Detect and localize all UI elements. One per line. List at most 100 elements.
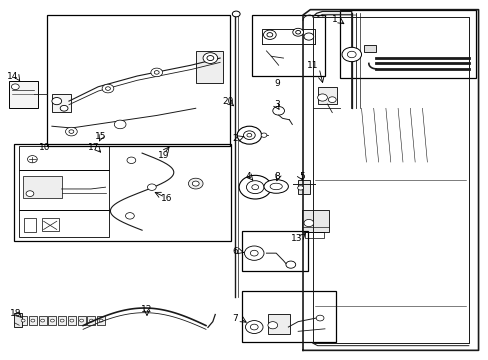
Circle shape bbox=[114, 120, 126, 129]
Circle shape bbox=[89, 319, 93, 322]
Text: 10: 10 bbox=[39, 143, 50, 152]
Bar bbox=[317, 87, 336, 104]
Circle shape bbox=[127, 157, 136, 163]
Ellipse shape bbox=[264, 180, 288, 193]
Circle shape bbox=[11, 84, 19, 90]
Bar bbox=[302, 211, 328, 232]
Circle shape bbox=[239, 175, 271, 199]
Text: 13: 13 bbox=[291, 234, 302, 243]
Circle shape bbox=[304, 220, 313, 226]
Bar bbox=[242, 291, 335, 342]
Circle shape bbox=[192, 181, 199, 186]
Circle shape bbox=[69, 130, 74, 134]
Circle shape bbox=[251, 185, 258, 190]
Text: 17: 17 bbox=[87, 143, 99, 152]
Circle shape bbox=[60, 105, 68, 111]
Circle shape bbox=[295, 31, 300, 34]
Bar bbox=[42, 219, 59, 231]
Circle shape bbox=[266, 33, 272, 37]
Circle shape bbox=[261, 133, 266, 137]
Circle shape bbox=[125, 213, 134, 219]
Bar bbox=[305, 231, 324, 238]
Circle shape bbox=[316, 315, 324, 321]
Circle shape bbox=[102, 84, 114, 93]
Text: 4: 4 bbox=[245, 172, 251, 181]
Circle shape bbox=[41, 319, 44, 322]
Circle shape bbox=[246, 181, 264, 194]
Bar bbox=[68, 316, 76, 325]
Bar bbox=[58, 316, 66, 325]
Circle shape bbox=[151, 68, 162, 77]
Text: 8: 8 bbox=[274, 172, 280, 181]
Bar bbox=[242, 231, 307, 271]
Text: 5: 5 bbox=[299, 172, 305, 181]
Text: 3: 3 bbox=[274, 100, 280, 109]
Text: 9: 9 bbox=[274, 80, 280, 89]
Text: 7: 7 bbox=[232, 314, 238, 323]
Bar bbox=[48, 316, 56, 325]
Text: 18: 18 bbox=[9, 309, 21, 318]
Circle shape bbox=[154, 71, 159, 74]
Bar bbox=[195, 51, 222, 83]
Circle shape bbox=[304, 33, 313, 40]
Circle shape bbox=[232, 11, 240, 17]
Bar bbox=[24, 218, 36, 232]
Circle shape bbox=[250, 250, 258, 256]
Circle shape bbox=[246, 134, 251, 137]
Circle shape bbox=[244, 246, 264, 260]
Text: 15: 15 bbox=[95, 132, 106, 141]
Bar bbox=[363, 45, 375, 51]
Text: 11: 11 bbox=[306, 62, 318, 71]
Circle shape bbox=[267, 321, 277, 329]
Circle shape bbox=[60, 319, 64, 322]
Bar bbox=[19, 170, 109, 211]
Circle shape bbox=[317, 94, 327, 101]
Circle shape bbox=[188, 178, 203, 189]
Bar bbox=[298, 180, 310, 194]
Text: 16: 16 bbox=[161, 194, 172, 203]
Circle shape bbox=[346, 51, 355, 58]
Bar bbox=[22, 176, 61, 198]
Text: 14: 14 bbox=[7, 72, 19, 81]
Bar bbox=[19, 211, 109, 237]
Circle shape bbox=[292, 28, 303, 36]
Ellipse shape bbox=[269, 183, 282, 190]
Bar bbox=[267, 315, 289, 334]
Circle shape bbox=[272, 107, 284, 115]
Bar bbox=[339, 10, 475, 78]
Text: 12: 12 bbox=[141, 305, 152, 314]
Text: 2: 2 bbox=[232, 134, 238, 143]
Bar bbox=[14, 144, 231, 241]
Circle shape bbox=[297, 186, 303, 190]
Circle shape bbox=[31, 319, 35, 322]
Bar bbox=[78, 316, 85, 325]
Circle shape bbox=[147, 184, 156, 190]
Circle shape bbox=[50, 319, 54, 322]
Bar bbox=[251, 15, 325, 76]
Circle shape bbox=[105, 87, 110, 90]
Text: 19: 19 bbox=[158, 151, 169, 160]
Circle shape bbox=[243, 131, 255, 139]
Circle shape bbox=[263, 30, 276, 40]
Text: 1: 1 bbox=[331, 15, 337, 24]
Circle shape bbox=[245, 320, 263, 333]
Bar bbox=[19, 146, 109, 170]
Text: 20: 20 bbox=[222, 97, 234, 106]
Circle shape bbox=[65, 127, 77, 136]
Circle shape bbox=[26, 191, 34, 197]
Circle shape bbox=[27, 156, 37, 163]
Circle shape bbox=[203, 53, 217, 63]
Bar bbox=[52, 94, 71, 112]
Bar bbox=[47, 15, 229, 146]
Circle shape bbox=[285, 261, 295, 268]
Bar bbox=[97, 316, 105, 325]
Bar bbox=[19, 316, 27, 325]
Circle shape bbox=[52, 98, 61, 105]
Circle shape bbox=[70, 319, 74, 322]
Circle shape bbox=[237, 126, 261, 144]
Bar bbox=[9, 81, 38, 108]
Circle shape bbox=[99, 319, 103, 322]
Circle shape bbox=[250, 324, 258, 330]
Circle shape bbox=[206, 55, 213, 60]
Bar bbox=[29, 316, 37, 325]
